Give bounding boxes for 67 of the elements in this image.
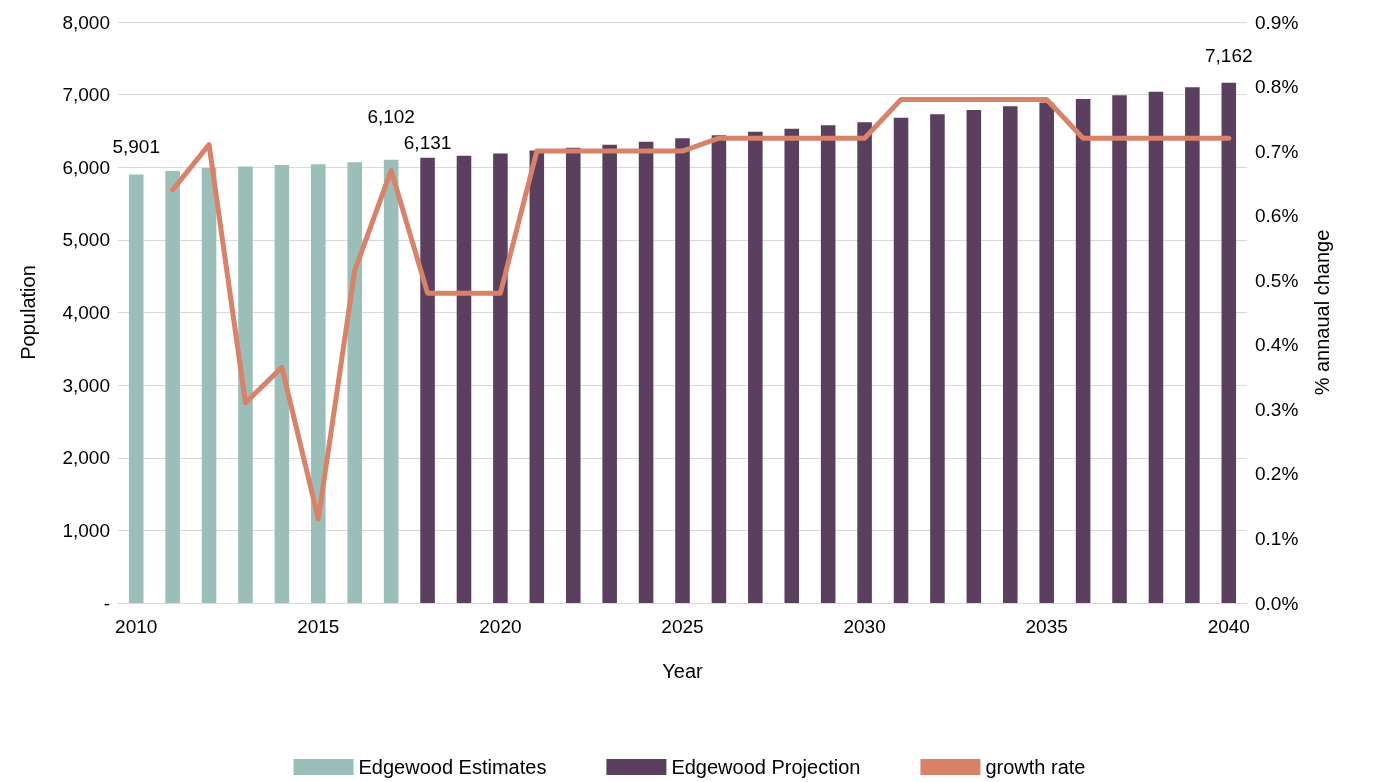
bar [966,109,982,603]
y-tick-label: 7,000 [62,84,110,106]
bar [638,141,654,603]
x-tick-label: 2025 [661,616,704,637]
x-axis-title: Year [662,660,704,682]
x-tick-label: 2020 [479,616,522,637]
bar [347,162,363,603]
bar [1075,98,1091,603]
y2-tick-label: 0.4% [1255,334,1299,356]
legend-label: Edgewood Estimates [358,756,547,778]
y2-tick-label: 0.3% [1255,398,1299,420]
y2-tick-label: 0.7% [1255,140,1299,162]
x-tick-label: 2010 [115,616,158,637]
bar [238,166,253,603]
bar [1039,102,1054,603]
bar [1185,87,1200,603]
bar [1221,82,1237,603]
y-tick-label: 1,000 [62,519,110,541]
bar [602,144,617,603]
bar [274,165,290,603]
bar [930,114,945,603]
x-tick-label: 2040 [1207,616,1250,637]
y-tick-label: 4,000 [62,302,110,323]
bar [748,131,763,603]
bar [1002,106,1018,603]
y2-tick-label: 0.6% [1255,205,1299,227]
y-tick-label: - [103,592,110,614]
bar [311,164,326,603]
data-label: 7,162 [1205,44,1253,66]
y2-tick-label: 0.5% [1255,269,1299,291]
bar [1148,91,1164,603]
bar [857,122,872,603]
x-tick-label: 2015 [297,616,340,637]
y-tick-label: 5,000 [62,229,110,251]
y2-tick-label: 0.8% [1255,76,1299,98]
data-label: 6,131 [403,131,452,153]
x-tick-label: 2035 [1025,616,1068,637]
bar [565,147,581,603]
bar [420,157,435,603]
bar [711,135,727,603]
data-label: 5,901 [112,136,160,158]
legend-label: Edgewood Projection [671,756,861,778]
y-axis-title: Population [17,265,39,360]
x-tick-label: 2030 [843,616,886,637]
y-tick-label: 3,000 [62,374,110,396]
bar [1112,95,1127,603]
y2-tick-label: 0.0% [1255,592,1299,614]
data-label: 6,102 [367,105,415,127]
bar [529,150,545,603]
bar [201,167,217,603]
legend-label: growth rate [985,756,1086,778]
y2-tick-label: 0.2% [1255,463,1299,485]
y-tick-label: 6,000 [62,156,110,178]
bar [456,155,472,603]
y-tick-label: 8,000 [62,11,110,33]
y2-axis-title: % annaual change [1311,229,1333,396]
bar [675,138,690,603]
bar [493,153,508,603]
y2-tick-label: 0.9% [1255,11,1299,33]
bar [383,159,399,603]
y2-tick-label: 0.1% [1255,527,1299,549]
bar [128,174,144,603]
bar [165,170,180,603]
bar [784,128,800,603]
bar [893,117,909,603]
bar [820,125,836,603]
y-tick-label: 2,000 [62,447,110,469]
